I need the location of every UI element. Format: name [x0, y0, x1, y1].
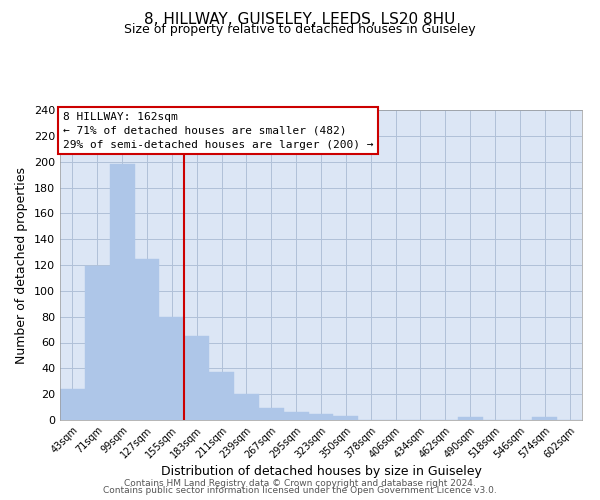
Text: Size of property relative to detached houses in Guiseley: Size of property relative to detached ho…	[124, 22, 476, 36]
Text: Contains public sector information licensed under the Open Government Licence v3: Contains public sector information licen…	[103, 486, 497, 495]
Bar	[259, 408, 284, 420]
Text: 8, HILLWAY, GUISELEY, LEEDS, LS20 8HU: 8, HILLWAY, GUISELEY, LEEDS, LS20 8HU	[145, 12, 455, 28]
Bar	[209, 372, 234, 420]
Bar	[85, 266, 110, 420]
Bar	[234, 394, 259, 420]
Text: 8 HILLWAY: 162sqm
← 71% of detached houses are smaller (482)
29% of semi-detache: 8 HILLWAY: 162sqm ← 71% of detached hous…	[62, 112, 373, 150]
Bar	[160, 316, 184, 420]
Bar	[532, 418, 557, 420]
Bar	[334, 416, 358, 420]
Text: Contains HM Land Registry data © Crown copyright and database right 2024.: Contains HM Land Registry data © Crown c…	[124, 478, 476, 488]
X-axis label: Distribution of detached houses by size in Guiseley: Distribution of detached houses by size …	[161, 466, 481, 478]
Bar	[284, 412, 308, 420]
Bar	[110, 164, 134, 420]
Bar	[308, 414, 334, 420]
Bar	[458, 418, 482, 420]
Bar	[184, 336, 209, 420]
Bar	[134, 258, 160, 420]
Y-axis label: Number of detached properties: Number of detached properties	[16, 166, 28, 364]
Bar	[60, 389, 85, 420]
